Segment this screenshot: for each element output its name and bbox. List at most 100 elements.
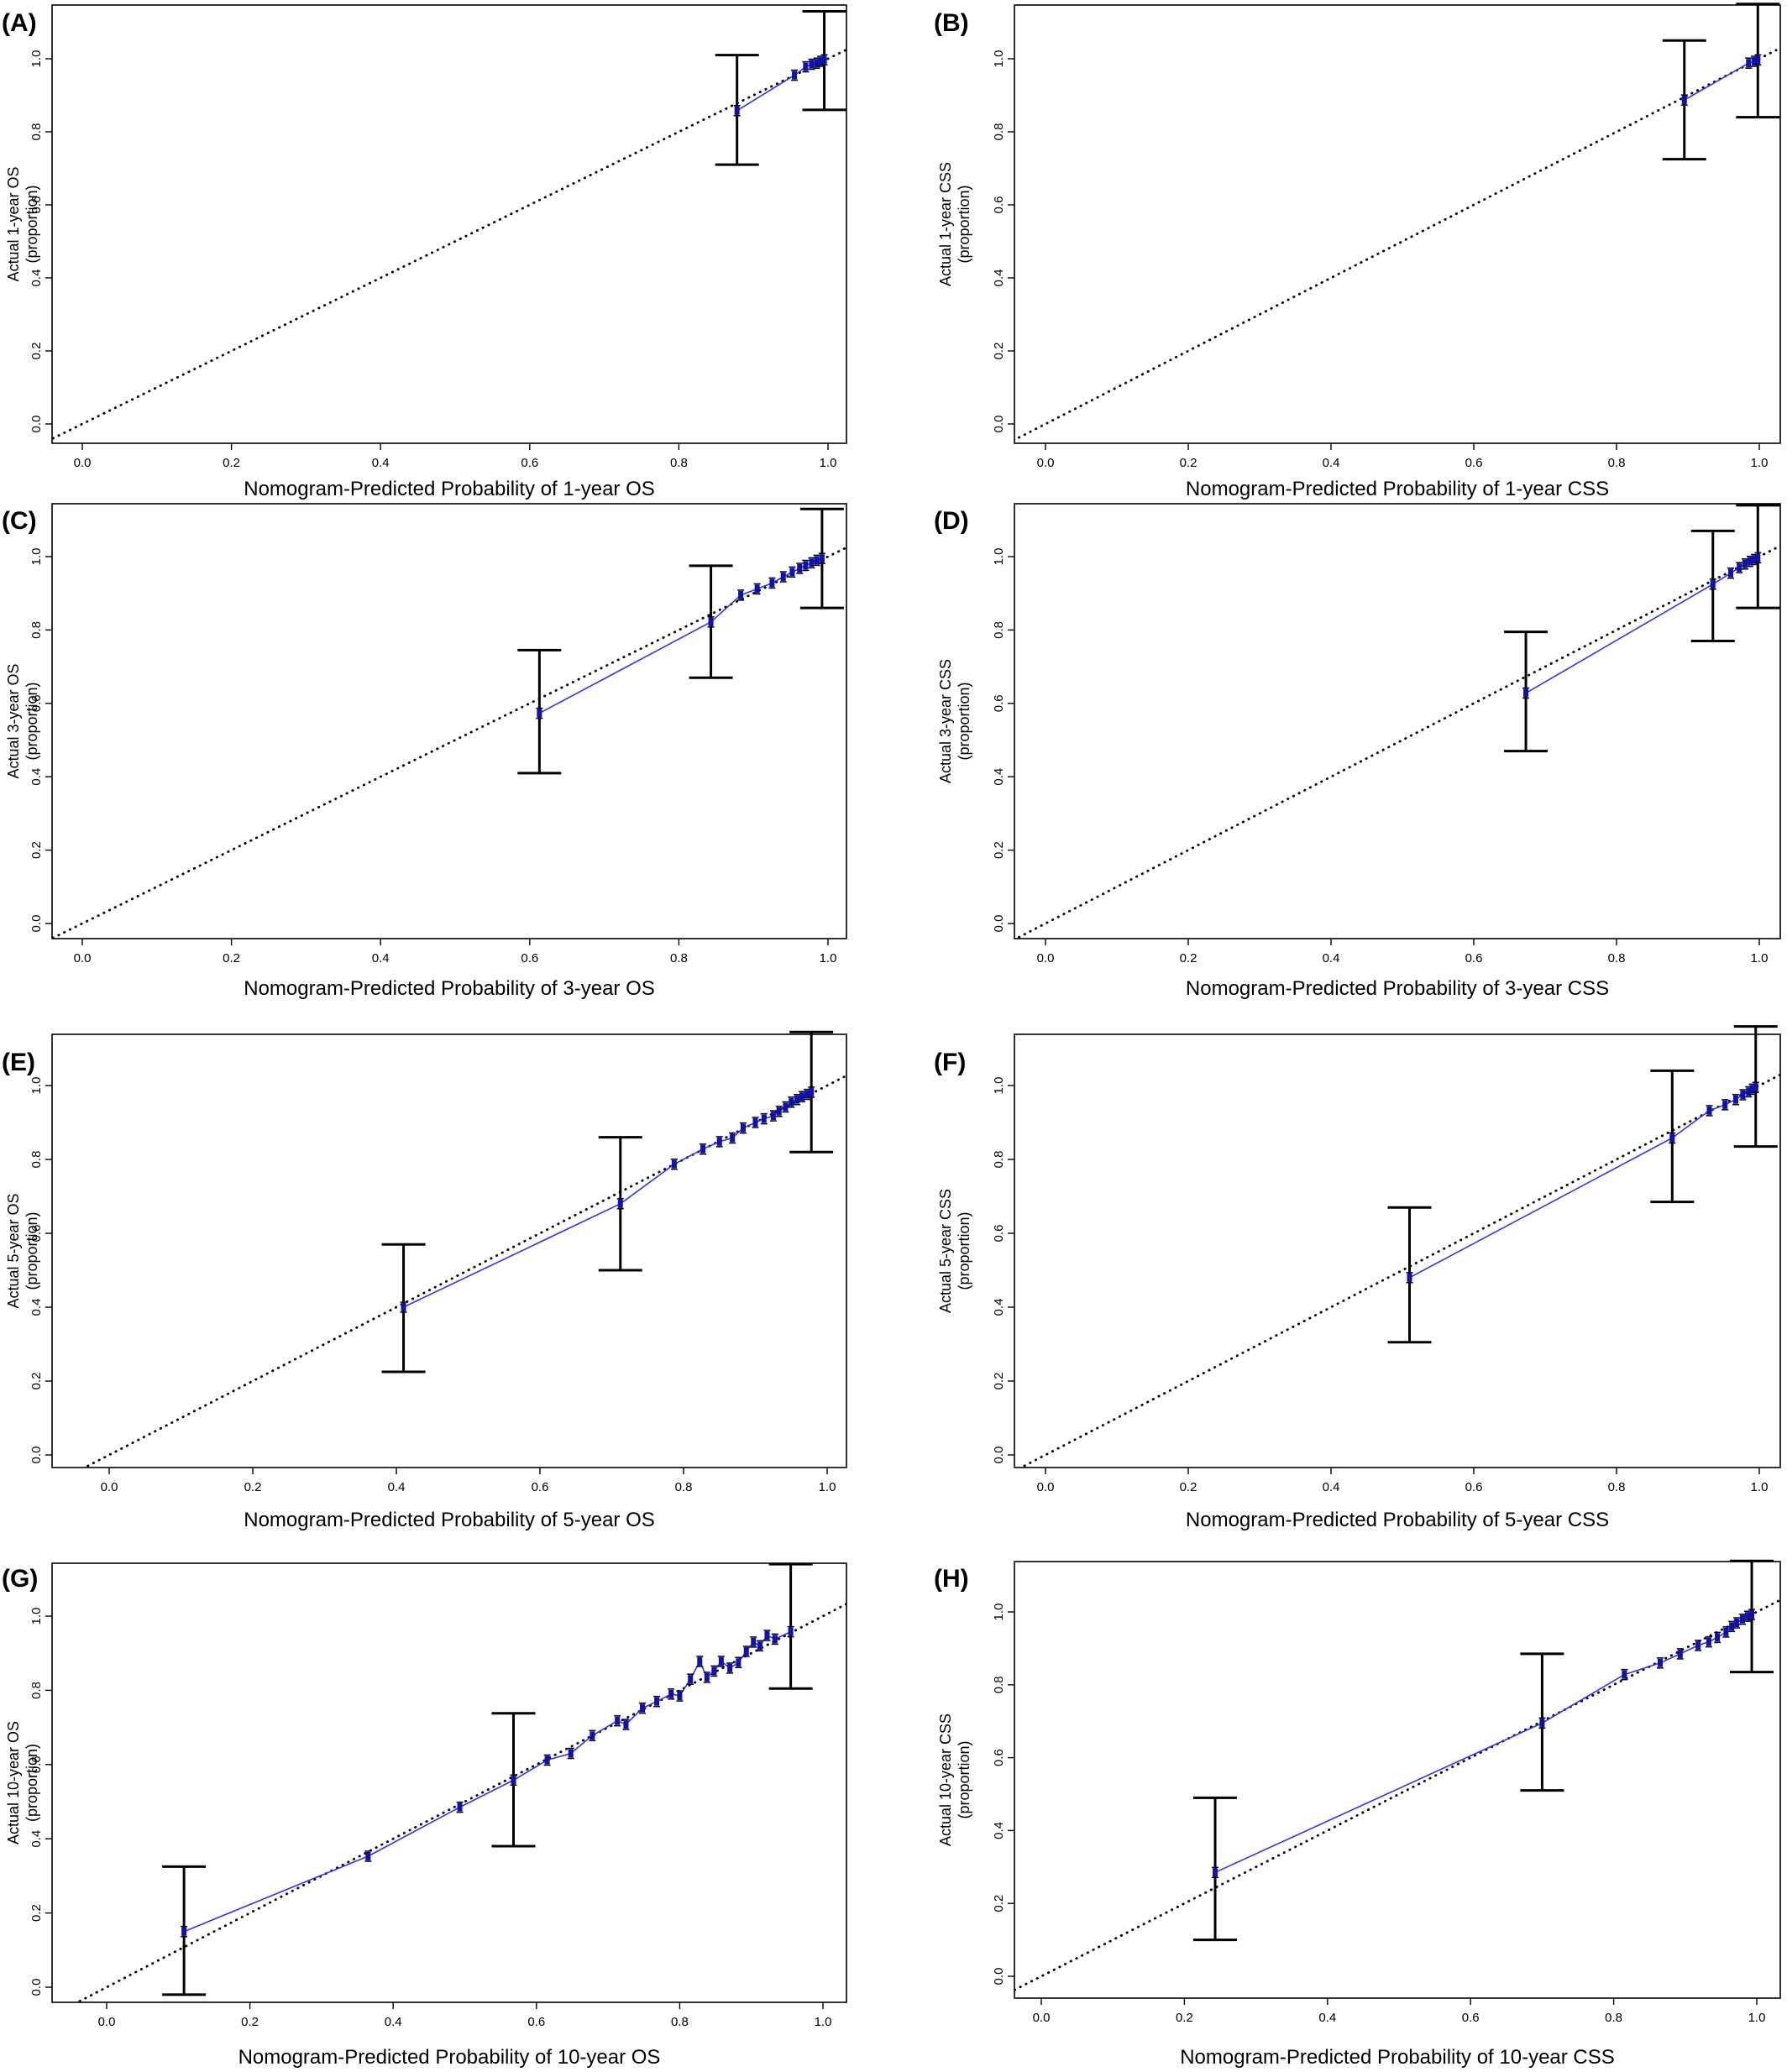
y-tick-label: 0.6 — [29, 694, 44, 712]
x-tick-label: 0.8 — [671, 2015, 689, 2029]
point-marker — [1737, 563, 1742, 573]
calibration-point — [510, 1774, 517, 1787]
y-tick-label: 0.8 — [992, 621, 1006, 639]
calibration-point — [802, 559, 810, 572]
calibration-point — [760, 1112, 768, 1125]
calibration-point — [700, 1143, 707, 1155]
x-tick-label: 1.0 — [1751, 456, 1769, 470]
calibration-point — [787, 1625, 794, 1638]
point-marker — [738, 590, 744, 599]
calibration-point — [756, 1640, 763, 1652]
calibration-point — [1406, 1272, 1413, 1284]
calibration-point — [1538, 1717, 1546, 1729]
calibration-point — [364, 1850, 372, 1862]
calibration-point — [1745, 57, 1753, 69]
calibration-point — [1656, 1657, 1664, 1669]
calibration-point — [616, 1198, 624, 1210]
x-tick-label: 1.0 — [820, 456, 837, 470]
calibration-point — [739, 1122, 747, 1134]
point-marker — [1740, 1091, 1746, 1099]
calibration-point — [1752, 1081, 1759, 1093]
calibration-point — [791, 69, 799, 81]
y-axis-label: Actual 3-year OS — [5, 663, 22, 778]
calibration-panel-c: (C) 0.0 0.2 0.4 0.6 0.8 1.0 0.0 0.2 0.4 0.6 0.8 1.0 N… — [2, 503, 847, 1000]
reference-diagonal — [52, 48, 846, 441]
y-tick-label: 0.6 — [992, 196, 1006, 214]
y-axis-sublabel: (proportion) — [24, 1211, 40, 1290]
point-marker — [1710, 579, 1716, 589]
calibration-point — [703, 1672, 710, 1683]
point-marker — [809, 1087, 815, 1096]
point-marker — [623, 1720, 629, 1729]
y-axis-sublabel: (proportion) — [956, 682, 972, 760]
panel-label: (C) — [2, 507, 37, 535]
x-tick-label: 0.6 — [521, 456, 538, 470]
calibration-panel-a: (A) 0.0 0.2 0.4 0.6 0.8 1.0 0.0 0.2 0.4 0.6 0.8 1.0 N… — [2, 4, 847, 500]
y-tick-label: 0.0 — [992, 1968, 1006, 1986]
point-marker — [1722, 1100, 1728, 1109]
point-marker — [1753, 1083, 1758, 1092]
point-marker — [792, 71, 798, 80]
x-tick-label: 0.0 — [98, 2015, 116, 2029]
point-marker — [365, 1851, 371, 1860]
x-tick-label: 0.4 — [372, 456, 390, 470]
x-tick-label: 0.0 — [1033, 2011, 1051, 2025]
point-marker — [1523, 688, 1529, 698]
point-marker — [1734, 1619, 1740, 1628]
plot-frame — [51, 4, 847, 444]
y-tick-label: 0.4 — [29, 1299, 44, 1316]
y-tick-label: 1.0 — [29, 548, 44, 566]
point-marker — [803, 62, 809, 71]
calibration-point — [614, 1714, 621, 1727]
point-marker — [818, 57, 824, 66]
point-marker — [1706, 1637, 1711, 1646]
calibration-panel-b: (B) 0.0 0.2 0.4 0.6 0.8 1.0 0.0 0.2 0.4 0.6 0.8 1.0 N… — [934, 3, 1781, 500]
point-marker — [1752, 555, 1758, 564]
calibration-point — [726, 1662, 734, 1674]
x-axis-label: Nomogram-Predicted Probability of 5-year… — [244, 1509, 655, 1531]
y-tick-label: 0.6 — [29, 1225, 44, 1243]
point-marker — [772, 1635, 778, 1644]
point-marker — [615, 1716, 621, 1725]
y-axis-label: Actual 1-year OS — [5, 166, 22, 281]
x-tick-label: 0.4 — [1323, 456, 1340, 470]
y-tick-label: 0.0 — [29, 1447, 44, 1464]
calibration-point — [802, 60, 810, 73]
point-marker — [1622, 1670, 1627, 1679]
y-tick-label: 0.2 — [992, 1373, 1006, 1390]
y-tick-label: 0.8 — [992, 123, 1006, 141]
point-marker — [1746, 59, 1752, 68]
y-tick-label: 0.6 — [29, 196, 44, 214]
x-tick-label: 0.8 — [670, 456, 688, 470]
x-axis-label: Nomogram-Predicted Probability of 1-year… — [244, 478, 655, 500]
calibration-point — [1728, 1620, 1736, 1633]
point-marker — [711, 1666, 717, 1676]
calibration-point — [1695, 1640, 1702, 1651]
x-tick-label: 0.4 — [385, 2015, 402, 2029]
calibration-point — [1676, 1648, 1684, 1660]
calibration-line — [1525, 557, 1758, 694]
point-marker — [697, 1656, 703, 1666]
calibration-point — [763, 1630, 771, 1641]
point-marker — [1669, 1133, 1675, 1143]
point-marker — [590, 1731, 595, 1740]
calibration-line — [1214, 1614, 1753, 1874]
y-tick-label: 0.0 — [29, 416, 44, 433]
x-tick-label: 0.0 — [1037, 951, 1055, 965]
point-marker — [1715, 1633, 1721, 1642]
x-tick-label: 0.2 — [1180, 456, 1197, 470]
y-tick-label: 0.2 — [992, 1895, 1006, 1912]
point-marker — [752, 1118, 758, 1127]
calibration-point — [771, 1633, 778, 1646]
point-marker — [789, 1097, 794, 1107]
x-tick-label: 0.4 — [388, 1480, 406, 1494]
point-marker — [708, 617, 714, 626]
reference-diagonal — [75, 1602, 846, 2002]
calibration-point — [668, 1688, 675, 1700]
y-axis-label: Actual 5-year OS — [5, 1193, 22, 1308]
point-marker — [1755, 55, 1761, 65]
panel-label: (A) — [2, 9, 37, 37]
plot-frame — [1014, 1561, 1781, 1999]
calibration-point — [1212, 1866, 1219, 1879]
y-tick-label: 0.8 — [29, 1682, 44, 1699]
